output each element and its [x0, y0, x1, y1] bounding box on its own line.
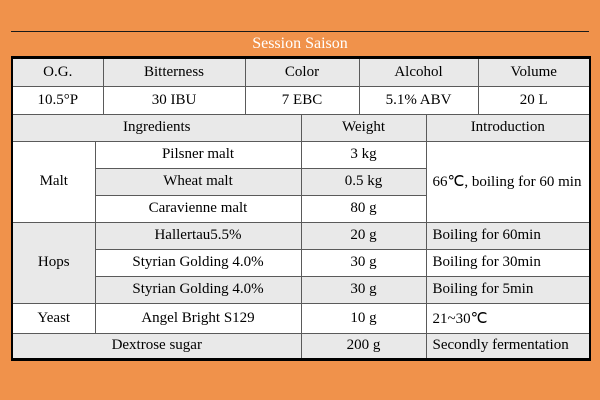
table-row-styrian-5: Styrian Golding 4.0% 30 g Boiling for 5m… [12, 275, 591, 304]
specs-value-row: 10.5°P 30 IBU 7 EBC 5.1% ABV 20 L [11, 86, 591, 115]
ingredient-weight: 20 g [300, 221, 427, 250]
table-row-wheat: Wheat malt 0.5 kg [12, 167, 590, 196]
yeast-category-cell: Yeast [11, 302, 96, 334]
table-row-styrian-30: Styrian Golding 4.0% 30 g Boiling for 30… [12, 248, 591, 277]
spec-value-color: 7 EBC [244, 86, 360, 115]
spec-header-bitterness: Bitterness [102, 57, 246, 87]
ingredient-name: Angel Bright S129 [94, 302, 302, 334]
table-row-sugar: Dextrose sugar 200 g Secondly fermentati… [11, 332, 591, 360]
spec-value-alcohol: 5.1% ABV [358, 86, 479, 115]
malt-introduction-cell: 66℃, boiling for 60 min [425, 140, 591, 223]
ingredient-introduction: 21~30℃ [425, 302, 591, 334]
table-row-pilsner: Malt Pilsner malt 3 kg 66℃, boiling for … [11, 140, 591, 223]
weight-header: Weight [300, 115, 427, 142]
ingredient-name: Pilsner malt [94, 140, 302, 169]
ingredient-name: Caravienne malt [94, 194, 302, 223]
spec-value-bitterness: 30 IBU [102, 86, 246, 115]
hops-category-cell: Hops [11, 221, 96, 304]
table-row-yeast: Yeast Angel Bright S129 10 g 21~30℃ [11, 302, 591, 334]
ingredients-table: Ingredients Weight Introduction Malt Pil… [11, 115, 592, 361]
sugar-name-cell: Dextrose sugar [11, 332, 302, 360]
ingredient-name: Wheat malt [94, 167, 302, 196]
ingredient-name: Styrian Golding 4.0% [94, 248, 302, 277]
specs-header-row: O.G. Bitterness Color Alcohol Volume [11, 57, 591, 87]
ingredient-weight: 30 g [300, 275, 427, 304]
ingredients-header-row: Ingredients Weight Introduction [11, 115, 591, 142]
malt-category-cell: Malt [11, 140, 96, 223]
ingredients-header: Ingredients [11, 115, 302, 142]
title-band: Session Saison [11, 31, 589, 56]
ingredient-weight: 80 g [300, 194, 427, 223]
specs-table: O.G. Bitterness Color Alcohol Volume 10.… [11, 56, 591, 115]
ingredient-weight: 0.5 kg [300, 167, 427, 196]
table-row-hallertau: Hops Hallertau5.5% 20 g Boiling for 60mi… [11, 221, 591, 304]
spec-header-og: O.G. [11, 57, 104, 87]
page-title: Session Saison [252, 35, 348, 52]
spec-value-og: 10.5°P [11, 86, 104, 115]
ingredient-weight: 3 kg [300, 140, 427, 169]
ingredient-introduction: Boiling for 60min [425, 221, 591, 250]
ingredient-weight: 200 g [300, 332, 427, 360]
ingredient-weight: 30 g [300, 248, 427, 277]
ingredient-introduction: Boiling for 5min [425, 275, 591, 304]
spec-header-color: Color [244, 57, 360, 87]
ingredient-name: Styrian Golding 4.0% [94, 275, 302, 304]
introduction-header: Introduction [425, 115, 591, 142]
ingredient-introduction: Secondly fermentation [425, 332, 591, 360]
spec-value-volume: 20 L [477, 86, 591, 115]
ingredient-name: Hallertau5.5% [94, 221, 302, 250]
spec-header-alcohol: Alcohol [358, 57, 479, 87]
spec-header-volume: Volume [477, 57, 591, 87]
ingredient-weight: 10 g [300, 302, 427, 334]
recipe-sheet: Session Saison O.G. Bitterness Color Alc… [11, 31, 592, 361]
ingredient-introduction: Boiling for 30min [425, 248, 591, 277]
